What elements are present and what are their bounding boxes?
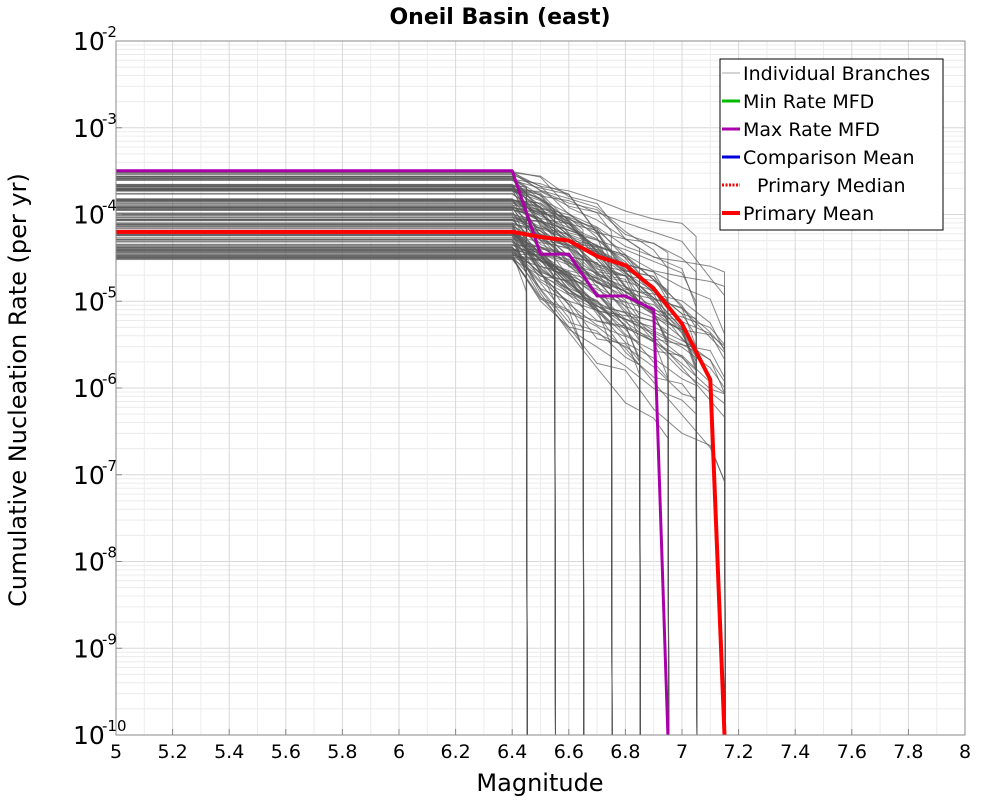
- branch-line: [116, 200, 726, 736]
- x-tick-label: 5.8: [327, 741, 357, 763]
- y-tick-label: 10: [73, 548, 105, 577]
- y-tick-label: 10: [73, 201, 105, 230]
- series-primary-mean: [116, 229, 727, 736]
- branch-line: [116, 225, 670, 736]
- branch-line: [116, 172, 670, 736]
- branch-line: [116, 222, 585, 736]
- y-tick-label: 10: [73, 287, 105, 316]
- x-tick-label: 6.8: [610, 741, 640, 763]
- y-tick-label: 10: [73, 461, 105, 490]
- branch-line: [116, 174, 698, 736]
- y-tick-label: 10: [73, 27, 105, 56]
- y-tick-exponent: -4: [102, 197, 117, 215]
- legend: Individual Branches Min Rate MFD Max Rate …: [719, 58, 944, 231]
- branch-line: [116, 171, 726, 736]
- x-tick-label: 7: [676, 741, 688, 763]
- x-axis-label: Magnitude: [476, 769, 603, 797]
- legend-label: Min Rate MFD: [743, 91, 874, 113]
- x-tick-label: 7.4: [780, 741, 810, 763]
- branch-line: [116, 241, 613, 736]
- x-tick-label: 5: [110, 741, 122, 763]
- y-axis-label: Cumulative Nucleation Rate (per yr): [4, 173, 32, 607]
- branch-line: [116, 208, 641, 736]
- branch-line: [116, 189, 726, 736]
- branch-line: [116, 239, 698, 736]
- y-tick-label: 10: [73, 114, 105, 143]
- branch-line: [116, 224, 670, 736]
- y-tick-exponent: -9: [102, 630, 117, 648]
- y-tick-exponent: -7: [102, 457, 117, 475]
- legend-box: [719, 58, 944, 231]
- x-axis-ticks: 5 5.2 5.4 5.6 5.8 6 6.2 6.4 6.6 6.8 7 7.2 7.4 7.6 7.8 8: [110, 729, 971, 763]
- x-tick-label: 7.8: [893, 741, 923, 763]
- branch-line: [116, 240, 670, 736]
- y-tick-exponent: -10: [102, 717, 127, 735]
- x-tick-label: 5.4: [214, 741, 244, 763]
- legend-label: Max Rate MFD: [743, 119, 880, 141]
- y-tick-label: 10: [73, 634, 105, 663]
- x-tick-label: 5.6: [271, 741, 301, 763]
- branch-line: [116, 213, 528, 736]
- branch-line: [116, 257, 726, 736]
- y-tick-exponent: -5: [102, 283, 117, 301]
- x-tick-label: 7.2: [723, 741, 753, 763]
- chart-title: Oneil Basin (east): [389, 5, 610, 30]
- branch-line: [116, 253, 698, 736]
- legend-label: Comparison Mean: [743, 147, 915, 169]
- x-tick-label: 8: [959, 741, 971, 763]
- y-tick-label: 10: [73, 721, 105, 750]
- series-max-rate-mfd: [116, 169, 670, 736]
- legend-label: Primary Median: [757, 175, 906, 197]
- y-tick-exponent: -3: [102, 110, 117, 128]
- y-tick-label: 10: [73, 374, 105, 403]
- branch-line: [116, 171, 698, 736]
- legend-label: Individual Branches: [743, 63, 930, 85]
- y-tick-exponent: -2: [102, 23, 117, 41]
- x-tick-label: 6.2: [440, 741, 470, 763]
- x-tick-label: 5.2: [157, 741, 187, 763]
- branch-line: [116, 235, 641, 736]
- x-tick-label: 6.6: [554, 741, 584, 763]
- legend-label: Primary Mean: [743, 203, 874, 225]
- series-lines: [116, 169, 727, 736]
- y-tick-exponent: -6: [102, 370, 117, 388]
- x-tick-label: 7.6: [837, 741, 867, 763]
- x-tick-label: 6: [393, 741, 405, 763]
- branch-line: [116, 250, 726, 736]
- x-tick-label: 6.4: [497, 741, 527, 763]
- y-tick-exponent: -8: [102, 544, 117, 562]
